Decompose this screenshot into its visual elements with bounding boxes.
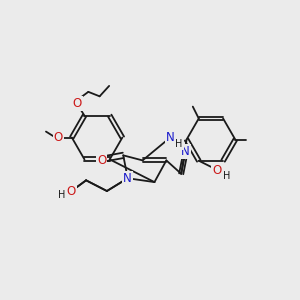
Text: O: O: [72, 97, 82, 110]
Text: O: O: [97, 154, 106, 167]
Text: H: H: [223, 171, 231, 181]
Text: O: O: [97, 154, 106, 167]
Text: O: O: [212, 164, 221, 177]
Text: O: O: [54, 131, 63, 144]
Text: H: H: [176, 139, 183, 149]
Text: O: O: [72, 97, 82, 110]
Text: N: N: [123, 172, 132, 185]
Text: N: N: [181, 145, 190, 158]
Text: O: O: [67, 184, 76, 197]
Text: O: O: [212, 164, 221, 177]
Text: N: N: [166, 131, 175, 144]
Text: H: H: [58, 190, 65, 200]
Text: O: O: [54, 131, 63, 144]
Text: H: H: [223, 171, 231, 181]
